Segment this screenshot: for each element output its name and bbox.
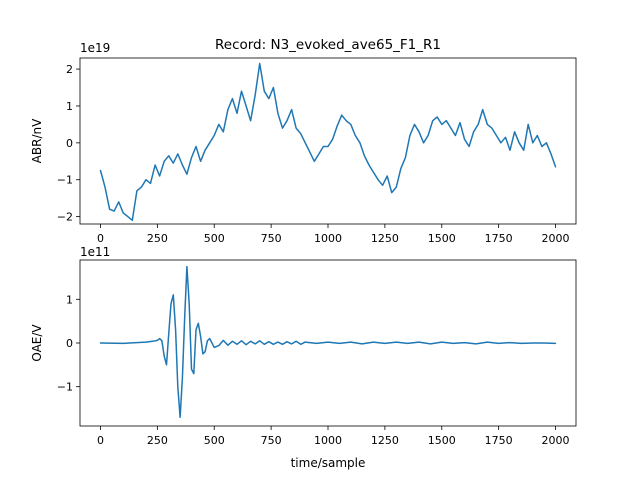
oae-x-tick-label: 250 [147, 434, 168, 447]
oae-ticks: 0 250 500 750 1000 1250 1500 1750 2000 −1 0 1 [57, 293, 570, 447]
abr-x-tick-label: 750 [261, 232, 282, 245]
abr-x-tick-label: 0 [97, 232, 104, 245]
oae-scale-label: 1e11 [80, 245, 110, 259]
abr-series-line [99, 62, 557, 222]
abr-ylabel: ABR/nV [30, 118, 44, 163]
oae-x-tick-label: 1750 [485, 434, 513, 447]
oae-x-tick-label: 500 [204, 434, 225, 447]
oae-x-tick-label: 2000 [542, 434, 570, 447]
abr-y-tick-label: −1 [57, 174, 73, 187]
abr-y-tick-label: 1 [66, 100, 73, 113]
x-axis-label: time/sample [291, 456, 366, 470]
abr-x-tick-label: 250 [147, 232, 168, 245]
oae-ylabel: OAE/V [30, 324, 44, 362]
oae-x-tick-label: 750 [261, 434, 282, 447]
oae-panel: 1e11 OAE/V 0 250 500 750 1000 1250 1500 1750 200… [30, 245, 577, 447]
oae-x-tick-label: 1000 [314, 434, 342, 447]
abr-axes-frame [79, 57, 577, 225]
oae-x-tick-label: 0 [97, 434, 104, 447]
abr-scale-label: 1e19 [80, 41, 110, 55]
abr-x-tick-label: 500 [204, 232, 225, 245]
abr-y-tick-label: 0 [66, 137, 73, 150]
oae-x-tick-label: 1250 [371, 434, 399, 447]
abr-x-tick-label: 1250 [371, 232, 399, 245]
oae-series-line [99, 265, 557, 419]
abr-y-tick-label: 2 [66, 63, 73, 76]
abr-x-tick-label: 1000 [314, 232, 342, 245]
oae-y-tick-label: −1 [57, 381, 73, 394]
abr-x-tick-label: 1500 [428, 232, 456, 245]
oae-y-tick-label: 1 [66, 293, 73, 306]
oae-y-tick-label: 0 [66, 337, 73, 350]
abr-panel: 1e19 ABR/nV 0 250 500 750 1000 1250 1500 1750 20… [30, 41, 577, 245]
abr-x-tick-label: 2000 [542, 232, 570, 245]
abr-ticks: 0 250 500 750 1000 1250 1500 1750 2000 −2 −1 0 1 2 [57, 63, 570, 245]
oae-axes-frame [79, 259, 577, 427]
abr-x-tick-label: 1750 [485, 232, 513, 245]
oae-x-tick-label: 1500 [428, 434, 456, 447]
chart-title: Record: N3_evoked_ave65_F1_R1 [215, 37, 441, 53]
abr-y-tick-label: −2 [57, 211, 73, 224]
